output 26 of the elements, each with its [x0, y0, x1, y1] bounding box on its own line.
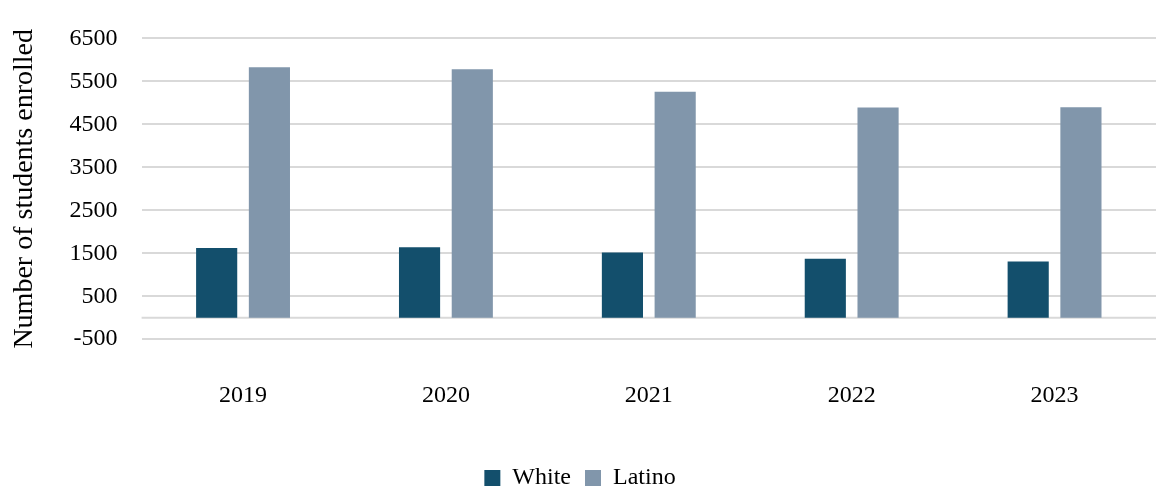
legend-label: White	[512, 463, 571, 490]
y-tick-label: 5500	[69, 66, 118, 93]
y-tick-label: 4500	[69, 109, 118, 136]
y-tick-label: 500	[81, 281, 118, 308]
bar	[1060, 107, 1102, 318]
legend-label: Latino	[613, 463, 676, 490]
bar	[857, 107, 899, 318]
y-tick-label: -500	[73, 324, 118, 351]
bar	[248, 67, 290, 318]
bar	[451, 69, 493, 318]
bar	[196, 248, 238, 318]
y-axis-title: Number of students enrolled	[7, 29, 39, 349]
y-tick-label: 6500	[69, 23, 118, 50]
bar	[398, 247, 441, 318]
bar	[601, 252, 643, 318]
y-tick-label: 3500	[69, 152, 118, 179]
x-tick-label: 2023	[1030, 380, 1079, 407]
x-tick-label: 2020	[421, 380, 470, 407]
y-tick-label: 2500	[69, 195, 118, 222]
x-tick-label: 2022	[827, 380, 876, 407]
bar	[804, 258, 846, 318]
bar	[654, 91, 696, 318]
x-tick-label: 2019	[219, 380, 268, 407]
x-tick-label: 2021	[624, 380, 673, 407]
bar	[1007, 261, 1049, 318]
y-tick-label: 1500	[69, 238, 118, 265]
